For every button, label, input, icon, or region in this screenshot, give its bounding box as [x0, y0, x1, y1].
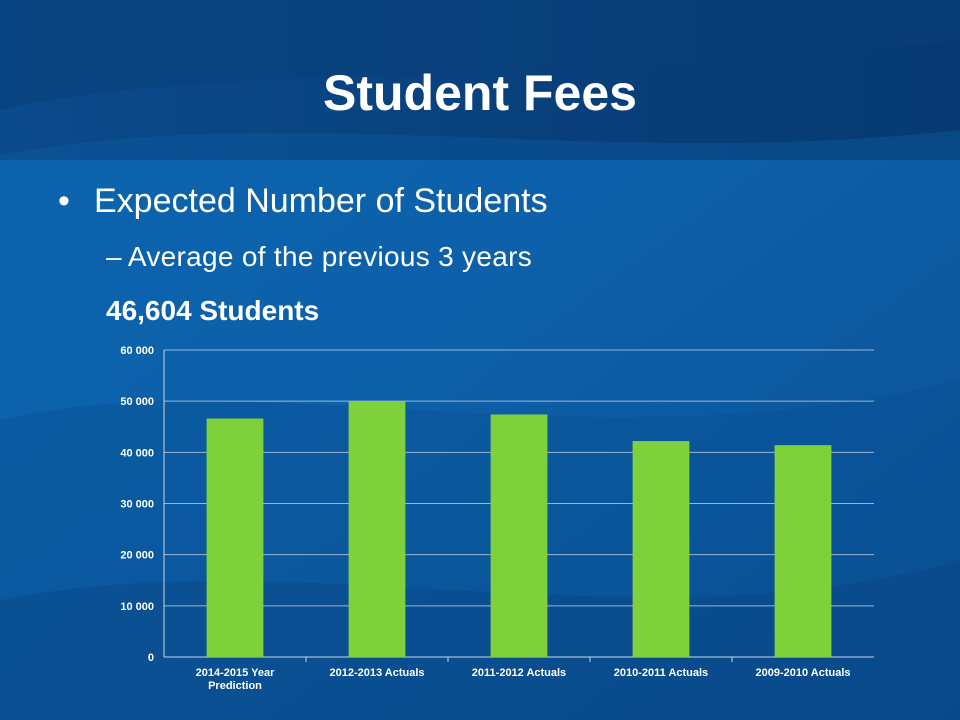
- x-tick-label: 2011-2012 Actuals: [472, 667, 566, 679]
- y-tick-label: 0: [148, 652, 154, 664]
- y-tick-label: 50 000: [120, 396, 154, 408]
- bar: [490, 414, 548, 657]
- student-total: 46,604 Students: [106, 295, 320, 326]
- y-tick-label: 10 000: [120, 601, 154, 613]
- bullet-text: Expected Number of Students: [94, 182, 548, 220]
- slide-title: Student Fees: [323, 65, 637, 121]
- y-tick-label: 60 000: [120, 345, 154, 357]
- y-tick-label: 40 000: [120, 447, 154, 459]
- x-tick-label: 2010-2011 Actuals: [614, 667, 708, 679]
- bar: [206, 418, 264, 657]
- x-tick-label: 2012-2013 Actuals: [330, 667, 425, 679]
- bullet-dot-icon: •: [58, 182, 70, 220]
- y-tick-label: 30 000: [120, 499, 154, 511]
- y-tick-label: 20 000: [120, 550, 154, 562]
- sub-bullet-item: – Average of the previous 3 years: [106, 238, 532, 276]
- bar: [774, 445, 832, 657]
- sub-bullet-text: Average of the previous 3 years: [127, 241, 533, 272]
- bar: [632, 441, 690, 657]
- bullet-item: • Expected Number of Students: [58, 178, 548, 224]
- x-tick-label: 2009-2010 Actuals: [756, 667, 851, 679]
- bar: [348, 401, 406, 657]
- x-tick-label: 2014-2015 Year Prediction: [196, 667, 275, 692]
- dash-icon: –: [106, 241, 122, 272]
